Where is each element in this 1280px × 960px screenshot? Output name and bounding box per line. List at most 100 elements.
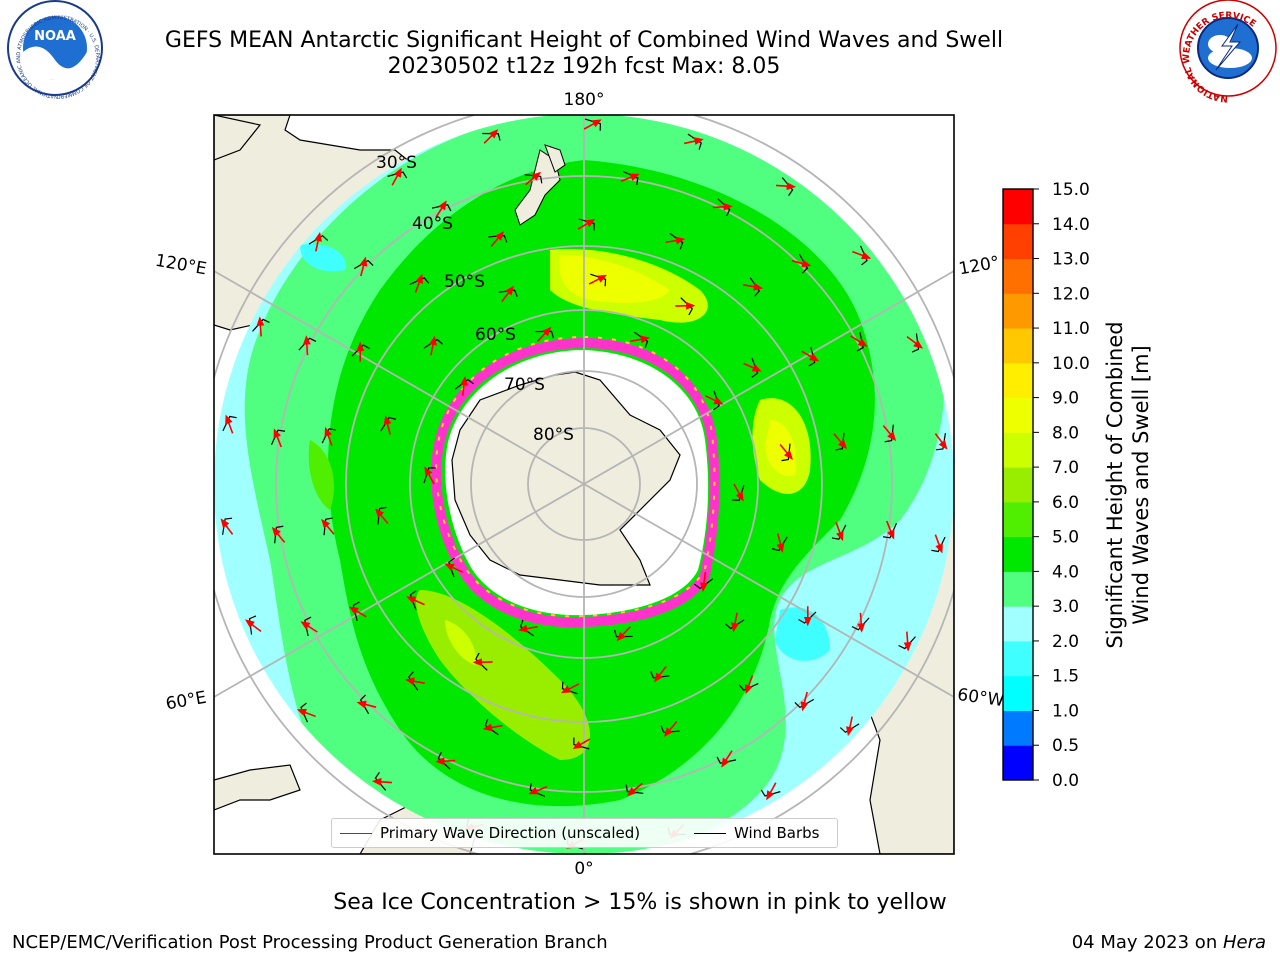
wind-barb: [431, 204, 452, 212]
wind-barb: [717, 198, 731, 217]
colorbar-tick-label: 1.0: [1052, 701, 1079, 721]
wave-arrow-head: [321, 518, 331, 529]
wind-barb: [274, 525, 284, 544]
colorbar-swatch: [1003, 640, 1033, 677]
colorbar-swatch: [1003, 745, 1033, 781]
wave-arrow-head: [271, 526, 281, 537]
wave-arrow-head: [528, 787, 539, 795]
wind-barb: [454, 378, 474, 390]
wave-arrow-head: [809, 353, 820, 362]
wind-barb: [222, 415, 237, 432]
wind-barb: [650, 671, 670, 679]
sea-ice-note: Sea Ice Concentration > 15% is shown in …: [333, 890, 947, 915]
wind-barb: [488, 235, 508, 243]
wave-arrow-head: [444, 563, 455, 572]
colorbar-tick-label: 5.0: [1052, 528, 1079, 548]
wind-barb: [625, 784, 644, 794]
wave-arrow-head: [938, 439, 948, 450]
wind-barb: [475, 652, 488, 671]
antarctica-land: [451, 371, 681, 586]
wind-barb: [423, 338, 443, 349]
wave-arrow-head: [256, 316, 265, 326]
wave-arrow-head: [244, 619, 255, 629]
svg-text:NOAA: NOAA: [34, 29, 76, 44]
wave-arrow-head: [693, 137, 704, 145]
wave-arrow-head: [837, 439, 847, 450]
wave-arrow-head: [393, 167, 402, 178]
lon-label-120e: 120°E: [154, 251, 208, 280]
wave-arrow-head: [495, 231, 505, 241]
wave-arrow-head: [220, 518, 230, 529]
lat-label-50s: 50°S: [444, 272, 485, 292]
wind-barb: [252, 318, 270, 332]
wave-arrow-head: [348, 606, 359, 615]
wind-barb: [935, 433, 946, 451]
legend-wind-barbs: Wind Barbs: [694, 824, 819, 842]
wave-arrow-head: [654, 672, 663, 683]
wave-arrow-head: [472, 658, 482, 667]
wave-arrow-head: [415, 273, 423, 284]
wind-barb: [482, 132, 501, 141]
wind-barb: [798, 611, 817, 624]
wind-barb: [352, 601, 360, 622]
wave-arrow-head: [663, 727, 673, 737]
wind-barb: [898, 636, 916, 650]
wave-arrow-head: [887, 529, 895, 540]
wave-arrow-head: [640, 335, 651, 344]
colorbar-swatch: [1003, 362, 1033, 399]
lat-label-30s: 30°S: [376, 153, 417, 173]
wave-arrow-head: [836, 531, 844, 542]
wind-barb: [732, 484, 745, 501]
wave-arrow-head: [801, 259, 812, 268]
wind-barb: [749, 277, 760, 297]
wind-barb: [498, 289, 518, 297]
title-line-1: GEFS MEAN Antarctic Significant Height o…: [164, 28, 1004, 53]
nws-logo: NATIONAL WEATHER SERVICE: [1179, 0, 1277, 103]
wind-barb: [380, 416, 397, 432]
wind-barb: [931, 536, 946, 553]
wave-arrow-head: [626, 787, 637, 797]
wave-arrow-head: [751, 364, 762, 372]
colorbar-swatch: [1003, 189, 1033, 225]
colorbar-tick-label: 3.0: [1052, 597, 1079, 617]
wave-arrow-head: [596, 274, 607, 283]
wave-arrow-head: [786, 182, 797, 191]
wind-barb: [387, 171, 408, 179]
colorbar-swatch: [1003, 467, 1033, 503]
wind-barb: [535, 330, 555, 339]
wind-barb: [851, 617, 870, 631]
wave-arrow-head: [903, 642, 912, 652]
wave-arrow-head: [721, 757, 730, 768]
wave-arrow-head: [629, 173, 640, 181]
colorbar-swatch: [1003, 223, 1033, 260]
wave-arrow-head: [783, 450, 793, 460]
latitude-labels: 30°S 40°S 50°S 60°S 70°S 80°S: [376, 153, 574, 445]
colorbar-swatch: [1003, 258, 1033, 294]
colorbar-swatch: [1003, 536, 1033, 572]
map-frame: [213, 114, 955, 855]
wind-barb: [760, 789, 781, 797]
wind-barb: [248, 615, 257, 635]
lat-label-70s: 70°S: [504, 375, 545, 395]
wind-barb: [884, 424, 894, 443]
wind-barb: [882, 522, 898, 539]
wind-barb: [687, 133, 702, 150]
wave-arrow-head: [935, 543, 943, 554]
wind-barb: [578, 218, 595, 231]
wind-barb: [448, 557, 455, 578]
colorbar-swatch: [1003, 293, 1033, 329]
wave-direction-arrows: [220, 119, 948, 849]
wave-arrow-head: [482, 723, 493, 732]
wind-barb: [298, 337, 317, 351]
colorbar-swatch: [1003, 675, 1033, 711]
wave-arrow-head: [429, 335, 437, 346]
wave-arrow-head: [435, 757, 445, 766]
colorbar-tick-label: 2.0: [1052, 632, 1079, 652]
wind-barb: [423, 467, 436, 484]
wave-arrow-head: [296, 708, 307, 717]
wave-arrow-head: [686, 301, 696, 310]
lon-label-180: 180°: [564, 90, 605, 110]
lat-label-60s: 60°S: [475, 325, 516, 345]
wave-arrow-head: [314, 231, 322, 242]
graticule: [214, 115, 954, 854]
